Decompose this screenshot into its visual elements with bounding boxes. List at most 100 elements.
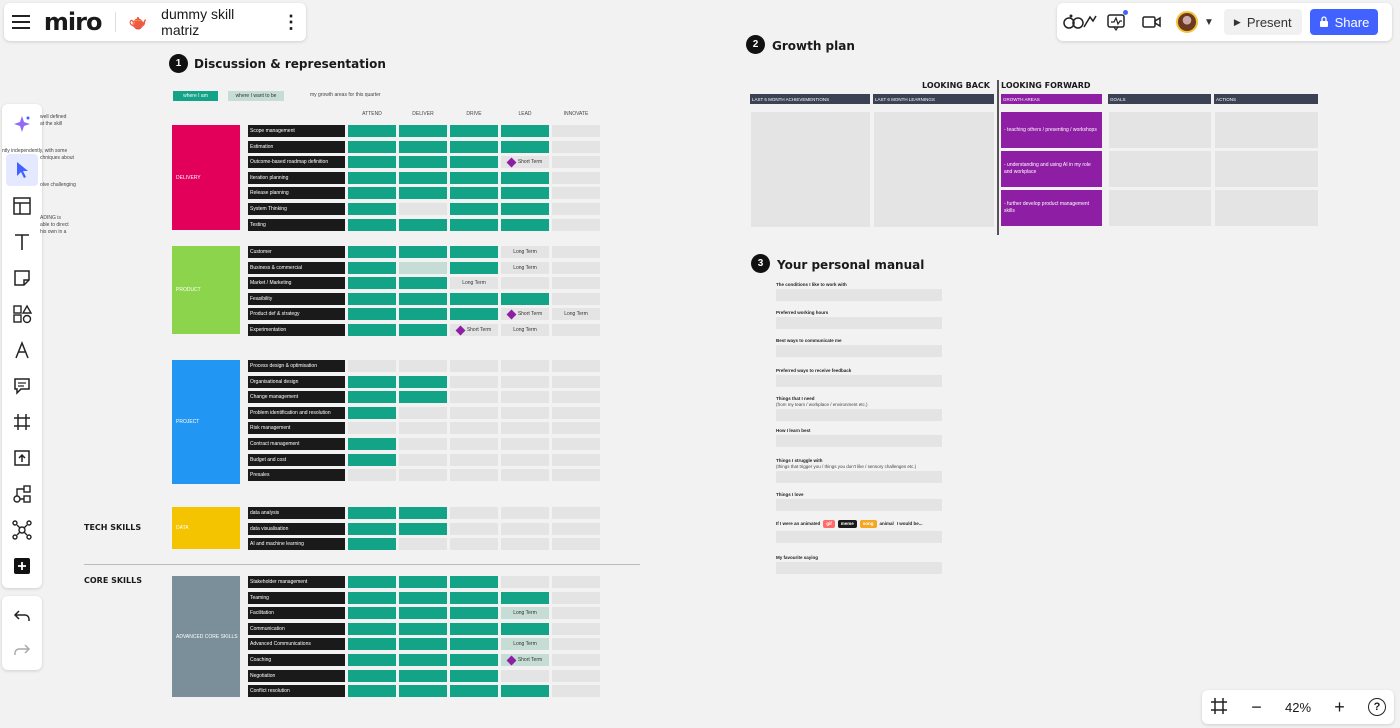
skill-level-cell[interactable]	[450, 422, 498, 435]
answer-box[interactable]	[776, 531, 942, 543]
skill-level-cell[interactable]	[348, 171, 396, 184]
upload-icon[interactable]	[6, 442, 38, 474]
skill-level-cell[interactable]	[501, 685, 549, 698]
present-button[interactable]: ▶ Present	[1223, 9, 1302, 35]
skill-level-cell[interactable]: Long Term	[501, 607, 549, 620]
chevron-down-icon[interactable]: ▼	[1204, 16, 1214, 28]
skill-level-cell[interactable]	[399, 685, 447, 698]
skill-level-cell[interactable]	[552, 522, 600, 535]
skill-level-cell[interactable]	[450, 654, 498, 666]
skill-level-cell[interactable]	[348, 292, 396, 305]
board-title[interactable]: dummy skill matriz	[161, 6, 235, 38]
skill-level-cell[interactable]	[348, 607, 396, 620]
skill-level-cell[interactable]	[399, 654, 447, 666]
skill-level-cell[interactable]	[552, 203, 600, 215]
skill-level-cell[interactable]	[348, 261, 396, 274]
skill-level-cell[interactable]	[501, 292, 549, 305]
skill-level-cell[interactable]	[399, 591, 447, 604]
skill-level-cell[interactable]	[501, 591, 549, 604]
frame-icon[interactable]	[6, 406, 38, 438]
skill-level-cell[interactable]	[450, 685, 498, 698]
skill-level-cell[interactable]	[348, 469, 396, 482]
zoom-out-button[interactable]: −	[1251, 696, 1262, 717]
skill-level-cell[interactable]	[450, 438, 498, 450]
answer-box[interactable]	[776, 435, 942, 447]
fit-frame-icon[interactable]	[1210, 697, 1228, 718]
skill-level-cell[interactable]	[450, 507, 498, 519]
skill-level-cell[interactable]	[348, 453, 396, 466]
skill-level-cell[interactable]	[450, 522, 498, 535]
skill-level-cell[interactable]	[450, 375, 498, 388]
skill-level-cell[interactable]	[399, 140, 447, 153]
comment-icon[interactable]	[6, 370, 38, 402]
action-box[interactable]	[1215, 151, 1318, 187]
skill-level-cell[interactable]	[450, 406, 498, 419]
redo-icon[interactable]	[6, 634, 38, 666]
growth-area-note[interactable]: - further develop product management ski…	[1001, 190, 1102, 226]
skill-level-cell[interactable]	[399, 469, 447, 482]
learnings-box[interactable]	[874, 112, 994, 227]
skill-level-cell[interactable]	[552, 453, 600, 466]
skill-level-cell[interactable]	[399, 638, 447, 651]
skill-level-cell[interactable]	[348, 538, 396, 551]
skill-level-cell[interactable]	[348, 507, 396, 519]
skill-level-cell[interactable]	[501, 669, 549, 682]
skill-level-cell[interactable]	[399, 406, 447, 419]
skill-level-cell[interactable]	[399, 246, 447, 258]
zoom-in-button[interactable]: +	[1334, 696, 1345, 717]
skill-level-cell[interactable]	[501, 469, 549, 482]
skill-level-cell[interactable]	[450, 203, 498, 215]
skill-level-cell[interactable]	[552, 469, 600, 482]
skill-level-cell[interactable]	[450, 669, 498, 682]
skill-level-cell[interactable]	[501, 422, 549, 435]
skill-level-cell[interactable]	[450, 156, 498, 169]
skill-level-cell[interactable]	[552, 125, 600, 137]
skill-level-cell[interactable]	[450, 591, 498, 604]
answer-box[interactable]	[776, 345, 942, 357]
animated-tag[interactable]: gif	[823, 520, 835, 528]
skill-level-cell[interactable]	[501, 360, 549, 372]
skill-level-cell[interactable]	[450, 538, 498, 551]
skill-level-cell[interactable]	[501, 576, 549, 588]
animated-tag[interactable]: song	[859, 520, 877, 528]
goal-box[interactable]	[1109, 151, 1211, 187]
answer-box[interactable]	[776, 471, 942, 483]
skill-level-cell[interactable]	[450, 622, 498, 635]
skill-level-cell[interactable]	[399, 522, 447, 535]
skill-level-cell[interactable]	[450, 125, 498, 137]
skill-level-cell[interactable]	[348, 308, 396, 321]
skill-level-cell[interactable]	[501, 277, 549, 290]
skill-level-cell[interactable]	[501, 203, 549, 215]
skill-level-cell[interactable]	[348, 324, 396, 336]
skill-level-cell[interactable]	[399, 622, 447, 635]
skill-level-cell[interactable]	[501, 187, 549, 200]
skill-level-cell[interactable]	[552, 576, 600, 588]
undo-icon[interactable]	[6, 600, 38, 632]
skill-level-cell[interactable]	[399, 187, 447, 200]
skill-level-cell[interactable]	[450, 308, 498, 321]
shapes-icon[interactable]	[6, 298, 38, 330]
skill-level-cell[interactable]	[450, 140, 498, 153]
skill-level-cell[interactable]	[450, 453, 498, 466]
sticky-note-icon[interactable]	[6, 262, 38, 294]
pen-icon[interactable]	[6, 334, 38, 366]
skill-level-cell[interactable]	[501, 375, 549, 388]
skill-level-cell[interactable]: Long Term	[501, 638, 549, 651]
skill-level-cell[interactable]	[348, 156, 396, 169]
answer-box[interactable]	[776, 375, 942, 387]
skill-level-cell[interactable]	[552, 507, 600, 519]
skill-level-cell[interactable]	[348, 576, 396, 588]
skill-level-cell[interactable]	[399, 171, 447, 184]
skill-level-cell[interactable]	[552, 246, 600, 258]
share-button[interactable]: Share	[1309, 9, 1379, 35]
skill-level-cell[interactable]	[450, 469, 498, 482]
skill-level-cell[interactable]	[348, 638, 396, 651]
skill-level-cell[interactable]	[501, 391, 549, 404]
growth-area-note[interactable]: - understanding and using AI in my role …	[1001, 151, 1102, 187]
skill-level-cell[interactable]	[450, 246, 498, 258]
answer-box[interactable]	[776, 409, 942, 421]
skill-level-cell[interactable]	[501, 218, 549, 231]
skill-level-cell[interactable]	[450, 360, 498, 372]
skill-level-cell[interactable]	[501, 507, 549, 519]
skill-level-cell[interactable]: Short Term	[501, 308, 549, 321]
